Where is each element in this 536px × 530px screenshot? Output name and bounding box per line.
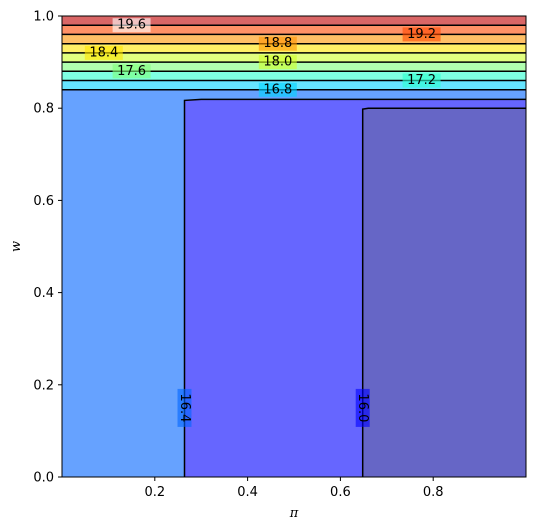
contour-label-bg	[177, 388, 192, 427]
contour-label-bg	[112, 64, 151, 79]
contour-label-bg	[112, 18, 151, 33]
contour-label-18.8: 18.8	[263, 36, 292, 51]
y-tick-label: 0.4	[33, 286, 54, 301]
contour-label-18.0: 18.0	[263, 55, 292, 70]
contour-label-group-18.8: 18.8	[258, 36, 297, 51]
contour-label-16.8: 16.8	[263, 82, 292, 97]
contour-label-17.2: 17.2	[407, 73, 436, 88]
region-below-16.0	[362, 108, 526, 477]
contour-label-bg	[84, 45, 123, 60]
y-tick-label: 0.8	[33, 102, 54, 117]
region-16.4-16.8	[62, 89, 526, 478]
region-above-19.6	[62, 16, 526, 26]
x-tick-label: 0.8	[423, 485, 444, 500]
y-tick-label: 0.2	[33, 378, 54, 393]
y-tick-label: 0.6	[33, 194, 54, 209]
contour-label-group-17.6: 17.6	[112, 64, 151, 79]
contour-label-group-18.4: 18.4	[84, 45, 123, 60]
contour-label-bg	[402, 73, 441, 88]
x-tick-label: 0.2	[144, 485, 165, 500]
contour-labels: 16.0 16.4 16.8 17.2 17.6 18.0 18.4 18.8 19.2 19.6	[84, 18, 441, 427]
plot-frame	[61, 15, 527, 478]
contour-label-16.4: 16.4	[177, 393, 192, 422]
contour-label-group-16.8: 16.8	[258, 82, 297, 97]
y-tick-label: 0.0	[33, 471, 54, 486]
x-tick-label: 0.6	[330, 485, 351, 500]
contour-label-19.2: 19.2	[407, 27, 436, 42]
contour-label-group-18.0: 18.0	[258, 55, 297, 70]
contour-line-16.4	[183, 98, 526, 477]
y-axis-label: w	[9, 241, 24, 252]
contour-label-19.6: 19.6	[117, 18, 146, 33]
contour-label-16.0: 16.0	[355, 393, 370, 422]
x-axis-ticks: 0.2 0.4 0.6 0.8	[144, 477, 444, 500]
contour-label-bg	[258, 82, 297, 97]
contour-label-bg	[402, 27, 441, 42]
contour-line-16.0	[361, 107, 526, 477]
contour-label-bg	[258, 55, 297, 70]
contour-label-bg	[258, 36, 297, 51]
x-tick-label: 0.4	[237, 485, 258, 500]
contour-label-17.6: 17.6	[117, 64, 146, 79]
contour-label-group-19.2: 19.2	[402, 27, 441, 42]
contour-lines	[62, 24, 526, 477]
y-axis-ticks: 0.0 0.2 0.4 0.6 0.8 1.0	[33, 10, 62, 486]
contour-label-18.4: 18.4	[89, 45, 118, 60]
x-axis-label: π	[289, 506, 299, 521]
region-16.0-16.4	[184, 99, 526, 478]
contour-label-group-17.2: 17.2	[402, 73, 441, 88]
contour-label-group-16.0: 16.0	[355, 388, 370, 427]
contour-label-group-19.6: 19.6	[112, 18, 151, 33]
contour-label-group-16.4: 16.4	[177, 388, 192, 427]
y-tick-label: 1.0	[33, 10, 54, 25]
contour-label-bg	[355, 388, 370, 427]
